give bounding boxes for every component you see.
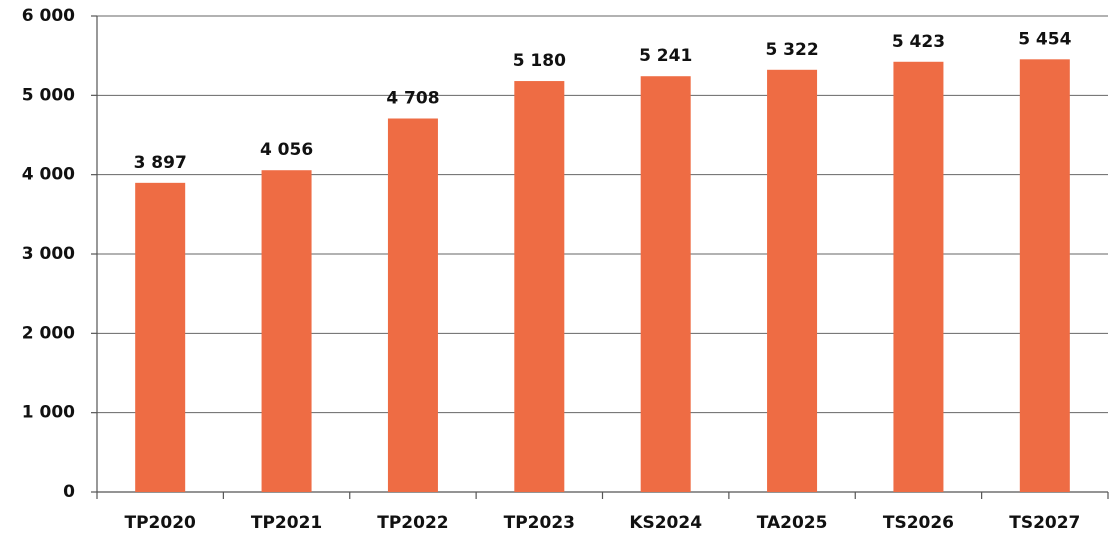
y-tick-label: 6 000 xyxy=(22,6,75,26)
bar xyxy=(135,182,186,492)
y-tick-label: 3 000 xyxy=(22,244,75,264)
bar xyxy=(767,69,818,493)
y-tick-label: 0 xyxy=(63,482,75,502)
y-tick-label: 2 000 xyxy=(22,323,75,343)
x-tick-label: TS2026 xyxy=(883,513,954,533)
value-label: 3 897 xyxy=(134,153,187,173)
value-label: 4 056 xyxy=(260,140,313,160)
x-tick-label: TP2021 xyxy=(251,513,322,533)
bar xyxy=(514,81,565,492)
value-label: 4 708 xyxy=(386,88,439,108)
x-tick-label: TA2025 xyxy=(757,513,828,533)
bar xyxy=(640,76,691,493)
value-label: 5 454 xyxy=(1018,29,1071,49)
bar xyxy=(1019,59,1070,492)
x-tick-label: TP2023 xyxy=(504,513,575,533)
y-tick-label: 5 000 xyxy=(22,85,75,105)
x-tick-label: KS2024 xyxy=(629,513,702,533)
value-label: 5 423 xyxy=(892,32,945,52)
x-tick-label: TS2027 xyxy=(1009,513,1080,533)
value-label: 5 241 xyxy=(639,46,692,66)
bar xyxy=(893,61,944,493)
y-tick-label: 4 000 xyxy=(22,165,75,185)
value-label: 5 180 xyxy=(513,51,566,71)
bar xyxy=(387,118,438,493)
value-label: 5 322 xyxy=(765,40,818,60)
x-tick-label: TP2020 xyxy=(125,513,197,533)
y-tick-label: 1 000 xyxy=(22,403,75,423)
bar xyxy=(261,170,312,492)
x-tick-label: TP2022 xyxy=(377,513,448,533)
